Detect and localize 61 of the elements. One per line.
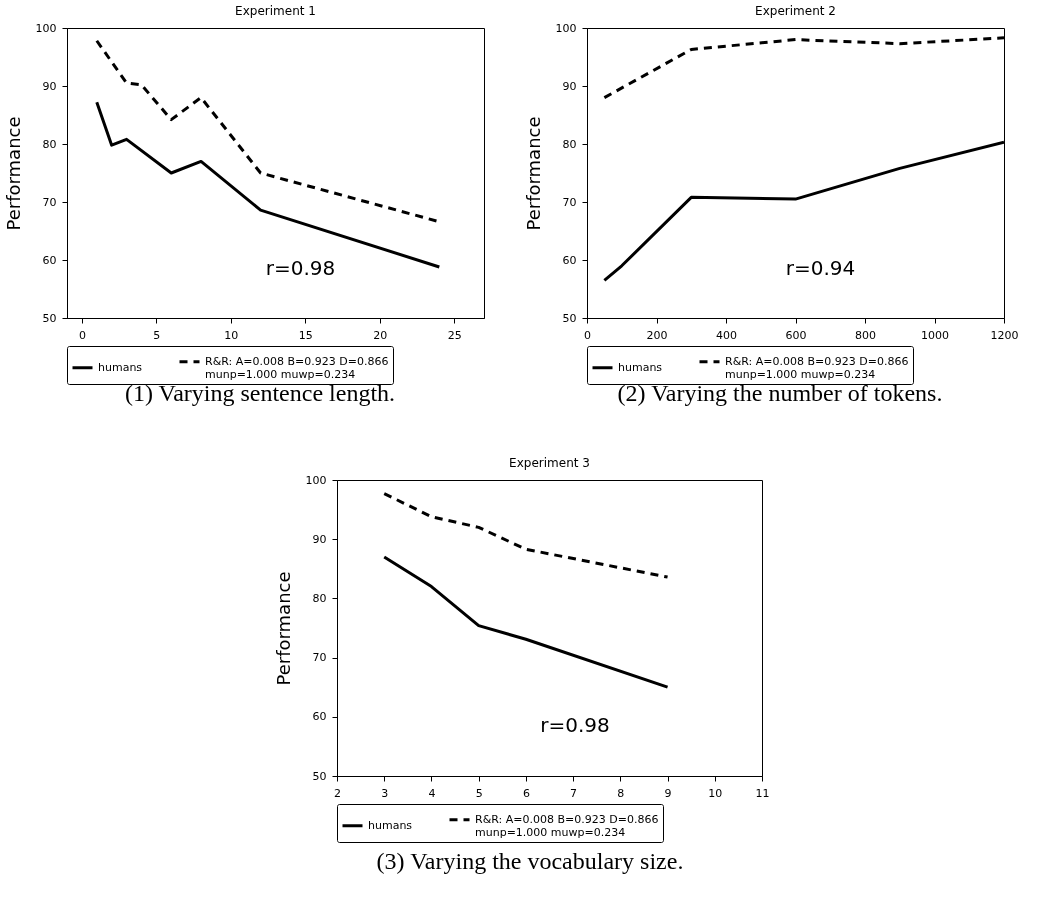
x-tick-label: 11	[755, 786, 770, 800]
y-tick-label: 100	[555, 21, 577, 35]
x-tick-label: 2	[334, 786, 341, 800]
y-axis-title: Performance	[2, 116, 24, 231]
x-tick-label: 800	[855, 328, 876, 342]
x-tick-label: 5	[153, 328, 161, 342]
y-axis-title: Performance	[272, 571, 294, 686]
y-tick-label: 50	[312, 769, 327, 783]
legend-label: R&R: A=0.008 B=0.923 D=0.866 munp=1.000 muwp=0.234	[475, 812, 659, 839]
legend-label: humans	[618, 360, 663, 374]
x-tick-label: 1200	[990, 328, 1019, 342]
legend-label: R&R: A=0.008 B=0.923 D=0.866 munp=1.000 muwp=0.234	[725, 354, 909, 381]
annotation: r=0.98	[265, 255, 336, 280]
chart-title: Experiment 1	[235, 4, 316, 18]
legend-label: humans	[368, 818, 413, 832]
y-tick-label: 100	[305, 473, 327, 487]
x-tick-label: 8	[617, 786, 625, 800]
y-tick-label: 100	[35, 21, 57, 35]
y-tick-label: 60	[312, 710, 327, 724]
text: (1) Varying sentence length.	[123, 380, 397, 407]
line-series	[382, 492, 670, 579]
x-tick-label: 3	[381, 786, 389, 800]
y-tick-label: 80	[312, 591, 327, 605]
x-tick-label: 400	[716, 328, 737, 342]
y-tick-label: 80	[42, 137, 57, 151]
y-tick-label: 80	[562, 137, 577, 151]
y-tick-label: 90	[562, 79, 577, 93]
y-tick-label: 50	[562, 311, 577, 325]
x-tick-label: 1000	[921, 328, 949, 342]
y-tick-label: 70	[42, 195, 57, 209]
x-tick-label: 4	[428, 786, 436, 800]
y-tick-label: 90	[42, 79, 57, 93]
legend-label: R&R: A=0.008 B=0.923 D=0.866 munp=1.000 muwp=0.234	[205, 354, 389, 381]
x-tick-label: 6	[522, 786, 530, 800]
annotation: r=0.94	[785, 255, 856, 280]
y-tick-label: 70	[562, 195, 577, 209]
x-tick-label: 600	[785, 328, 807, 342]
text: (2) Varying the number of tokens.	[616, 380, 944, 407]
text: (3) Varying the vocabulary size.	[375, 848, 685, 875]
y-tick-label: 60	[562, 253, 577, 267]
x-tick-label: 9	[664, 786, 672, 800]
chart-title: Experiment 3	[509, 456, 590, 470]
x-tick-label: 25	[447, 328, 462, 342]
x-tick-label: 10	[708, 786, 723, 800]
x-tick-label: 0	[78, 328, 86, 342]
y-tick-label: 90	[312, 532, 327, 546]
x-tick-label: 7	[570, 786, 578, 800]
x-tick-label: 0	[584, 328, 591, 342]
y-tick-label: 70	[312, 651, 327, 665]
legend-label: humans	[98, 360, 143, 374]
x-tick-label: 200	[646, 328, 668, 342]
x-tick-label: 10	[224, 328, 239, 342]
line-series	[382, 555, 670, 689]
chart-title: Experiment 2	[755, 4, 836, 18]
y-tick-label: 50	[42, 311, 57, 325]
x-tick-label: 15	[298, 328, 313, 342]
y-tick-label: 60	[42, 253, 57, 267]
y-axis-title: Performance	[522, 116, 544, 231]
x-tick-label: 5	[475, 786, 483, 800]
x-tick-label: 20	[373, 328, 388, 342]
annotation: r=0.98	[540, 712, 610, 737]
